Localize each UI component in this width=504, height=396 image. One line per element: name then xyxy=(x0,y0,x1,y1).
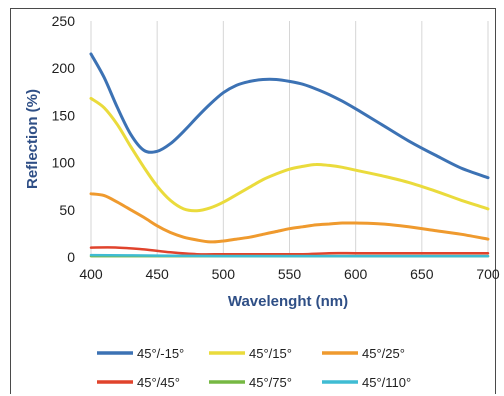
y-tick-label: 100 xyxy=(52,155,76,171)
y-tick-label: 0 xyxy=(67,249,75,265)
series-line-6 xyxy=(89,253,490,258)
legend-label: 45°/15° xyxy=(249,346,292,361)
chart-frame xyxy=(10,8,496,394)
legend-label: 45°/-15° xyxy=(137,346,184,361)
series-lines xyxy=(89,52,490,258)
y-axis-title: Reflection (%) xyxy=(24,89,41,189)
series-line-2 xyxy=(89,96,490,213)
x-tick-label: 700 xyxy=(476,266,500,282)
series-line-4 xyxy=(89,246,490,256)
y-tick-label: 150 xyxy=(52,107,76,123)
legend-label: 45°/25° xyxy=(362,346,405,361)
x-tick-label: 450 xyxy=(145,266,169,282)
y-tick-label: 50 xyxy=(59,202,75,218)
series-line-3 xyxy=(89,192,490,244)
legend: 45°/-15° 45°/15° 45°/25° 45°/45° 45°/75° 45°/… xyxy=(97,346,411,390)
legend-label: 45°/45° xyxy=(137,375,180,390)
x-tick-label: 650 xyxy=(410,266,434,282)
tick-labels: 400 450 500 550 600 650 700 0 50 100 150 200 250 xyxy=(52,13,500,282)
legend-label: 45°/75° xyxy=(249,375,292,390)
y-tick-label: 250 xyxy=(52,13,76,29)
x-axis-title: Wavelenght (nm) xyxy=(228,293,348,310)
x-tick-label: 400 xyxy=(79,266,103,282)
x-tick-label: 600 xyxy=(344,266,368,282)
x-tick-label: 500 xyxy=(212,266,236,282)
series-line-1 xyxy=(89,52,490,180)
legend-label: 45°/110° xyxy=(362,375,411,390)
x-tick-label: 550 xyxy=(278,266,302,282)
y-tick-label: 200 xyxy=(52,60,76,76)
